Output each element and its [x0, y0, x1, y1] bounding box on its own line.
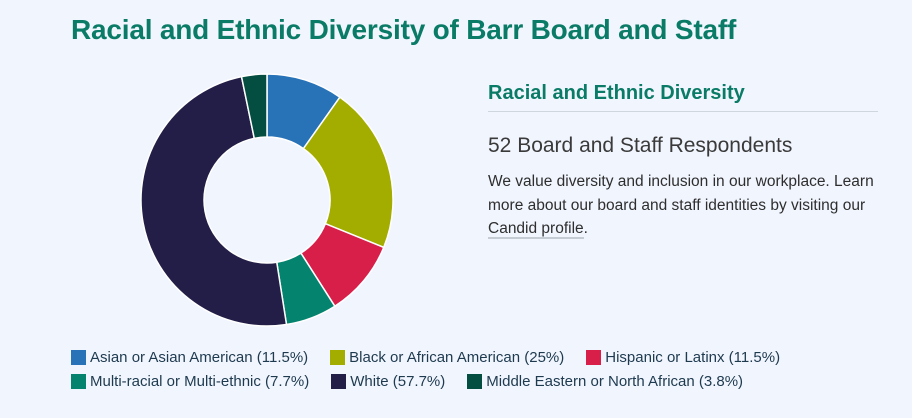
section-heading: Racial and Ethnic Diversity — [488, 82, 878, 112]
legend-item-white[interactable]: White (57.7%) — [331, 373, 445, 390]
legend-item-asian[interactable]: Asian or Asian American (11.5%) — [71, 349, 308, 366]
donut-chart — [140, 73, 394, 327]
legend-item-multiracial[interactable]: Multi-racial or Multi-ethnic (7.7%) — [71, 373, 309, 390]
legend-row-1: Asian or Asian American (11.5%) Black or… — [71, 346, 871, 368]
legend-item-hispanic[interactable]: Hispanic or Latinx (11.5%) — [586, 349, 780, 366]
legend-item-black[interactable]: Black or African American (25%) — [330, 349, 564, 366]
respondent-count: 52 Board and Staff Respondents — [488, 134, 793, 157]
description-suffix: . — [583, 220, 588, 237]
legend-row-2: Multi-racial or Multi-ethnic (7.7%) Whit… — [71, 370, 871, 392]
legend-swatch — [467, 373, 483, 389]
legend-label: Hispanic or Latinx (11.5%) — [605, 348, 781, 366]
description: We value diversity and inclusion in our … — [488, 170, 878, 241]
candid-profile-link[interactable]: Candid profile — [488, 220, 584, 239]
legend-swatch — [586, 349, 602, 365]
legend-label: White (57.7%) — [350, 372, 446, 390]
chart-legend: Asian or Asian American (11.5%) Black or… — [71, 346, 871, 394]
legend-item-mena[interactable]: Middle Eastern or North African (3.8%) — [467, 373, 743, 390]
donut-chart-svg — [140, 73, 394, 327]
legend-label: Multi-racial or Multi-ethnic (7.7%) — [90, 372, 310, 390]
legend-label: Middle Eastern or North African (3.8%) — [486, 372, 744, 390]
page-title: Racial and Ethnic Diversity of Barr Boar… — [71, 14, 737, 45]
donut-slice-middle-eastern-or-north-african[interactable] — [240, 73, 268, 140]
legend-swatch — [331, 373, 347, 389]
legend-swatch — [330, 349, 346, 365]
legend-swatch — [71, 373, 86, 389]
side-panel: Racial and Ethnic Diversity 52 Board and… — [488, 82, 878, 241]
donut-slice-black-or-african-american[interactable] — [302, 96, 394, 249]
legend-swatch — [71, 349, 86, 365]
donut-slice-white[interactable] — [140, 75, 288, 327]
legend-label: Black or African American (25%) — [349, 348, 565, 366]
legend-label: Asian or Asian American (11.5%) — [90, 348, 309, 366]
description-text: We value diversity and inclusion in our … — [488, 173, 874, 214]
